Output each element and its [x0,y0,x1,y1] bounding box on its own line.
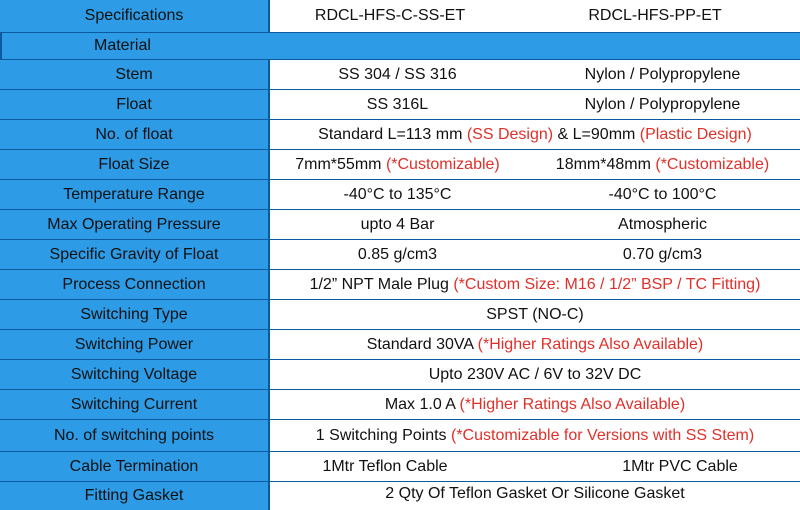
row-label: Process Connection [0,270,270,299]
row-label: Max Operating Pressure [0,210,270,239]
model-1-value: 0.85 g/cm3 [357,245,438,263]
model-2-value: 0.70 g/cm3 [622,245,703,263]
table-row: Max Operating Pressure upto 4 Bar Atmosp… [0,210,800,240]
model-2-value: Atmospheric [618,215,707,233]
table-row: Float Size 7mm*55mm (*Customizable) 18mm… [0,150,800,180]
note-text: (*Custom Size: M16 / 1/2” BSP / TC Fitti… [453,275,761,293]
material-section-row: Material [0,33,800,60]
table-row: No. of float Standard L=113 mm (SS Desig… [0,120,800,150]
table-row: Switching Current Max 1.0 A (*Higher Rat… [0,390,800,420]
model-1-value: 1Mtr Teflon Cable [322,457,448,475]
table-row: No. of switching points 1 Switching Poin… [0,420,800,452]
row-label: Temperature Range [0,180,270,209]
note-text: (*Higher Ratings Also Available) [477,335,704,353]
shared-value: 2 Qty Of Teflon Gasket Or Silicone Gaske… [385,485,685,502]
row-label: Fitting Gasket [0,482,270,510]
model-1-value: SS 316L [366,95,429,113]
note-text: (*Customizable for Versions with SS Stem… [450,426,755,444]
header-model-1: RDCL-HFS-C-SS-ET [314,7,466,24]
model-1-value: SS 304 / SS 316 [338,65,457,83]
shared-value: Upto 230V AC / 6V to 32V DC [428,365,642,383]
row-label: Cable Termination [0,452,270,481]
row-label: Switching Type [0,300,270,329]
table-row: Switching Voltage Upto 230V AC / 6V to 3… [0,360,800,390]
row-label: Switching Power [0,330,270,359]
shared-value: Max 1.0 A (*Higher Ratings Also Availabl… [270,390,800,419]
value-text: Standard 30VA [366,335,478,353]
note-text: (*Customizable) [385,155,500,173]
note-text: (Plastic Design) [639,125,752,143]
row-label: Specific Gravity of Float [0,240,270,269]
shared-value: 1 Switching Points (*Customizable for Ve… [270,420,800,451]
table-row: Process Connection 1/2” NPT Male Plug (*… [0,270,800,300]
table-row: Stem SS 304 / SS 316 Nylon / Polypropyle… [0,60,800,90]
value-text: Standard L=113 mm [318,125,467,143]
header-label: Specifications [0,0,270,32]
shared-value: Standard L=113 mm (SS Design) & L=90mm (… [270,120,800,149]
model-1-value: 7mm*55mm (*Customizable) [270,150,525,179]
table-row: Cable Termination 1Mtr Teflon Cable 1Mtr… [0,452,800,482]
value-text: 7mm*55mm [295,155,386,173]
header-model-2: RDCL-HFS-PP-ET [588,7,722,24]
value-text: Max 1.0 A [384,395,460,413]
note-text: (*Higher Ratings Also Available) [459,395,686,413]
table-row: Float SS 316L Nylon / Polypropylene [0,90,800,120]
note-text: (SS Design) [466,125,554,143]
model-2-value: Nylon / Polypropylene [584,95,741,113]
value-text: 18mm*48mm [555,155,656,173]
model-1-value: upto 4 Bar [360,215,435,233]
model-2-value: -40°C to 100°C [608,185,717,203]
material-label: Material [94,37,151,54]
shared-value: SPST (NO-C) [486,305,584,323]
model-2-value: 1Mtr PVC Cable [622,457,738,475]
table-row: Specific Gravity of Float 0.85 g/cm3 0.7… [0,240,800,270]
row-label: No. of switching points [0,420,270,451]
row-label: No. of float [0,120,270,149]
model-2-value: Nylon / Polypropylene [584,65,741,83]
model-1-value: -40°C to 135°C [343,185,452,203]
model-2-value: 18mm*48mm (*Customizable) [525,150,800,179]
row-label: Float [0,90,270,119]
value-text: 1/2” NPT Male Plug [309,275,454,293]
row-label: Float Size [0,150,270,179]
row-label: Switching Current [0,390,270,419]
row-label: Stem [0,60,270,89]
table-row: Switching Power Standard 30VA (*Higher R… [0,330,800,360]
table-row: Fitting Gasket 2 Qty Of Teflon Gasket Or… [0,482,800,510]
value-text: 1 Switching Points [315,426,451,444]
table-row: Temperature Range -40°C to 135°C -40°C t… [0,180,800,210]
row-label: Switching Voltage [0,360,270,389]
shared-value: Standard 30VA (*Higher Ratings Also Avai… [270,330,800,359]
value-text: & L=90mm [553,125,640,143]
note-text: (*Customizable) [655,155,770,173]
shared-value: 1/2” NPT Male Plug (*Custom Size: M16 / … [270,270,800,299]
header-row: Specifications RDCL-HFS-C-SS-ET RDCL-HFS… [0,0,800,33]
table-row: Switching Type SPST (NO-C) [0,300,800,330]
